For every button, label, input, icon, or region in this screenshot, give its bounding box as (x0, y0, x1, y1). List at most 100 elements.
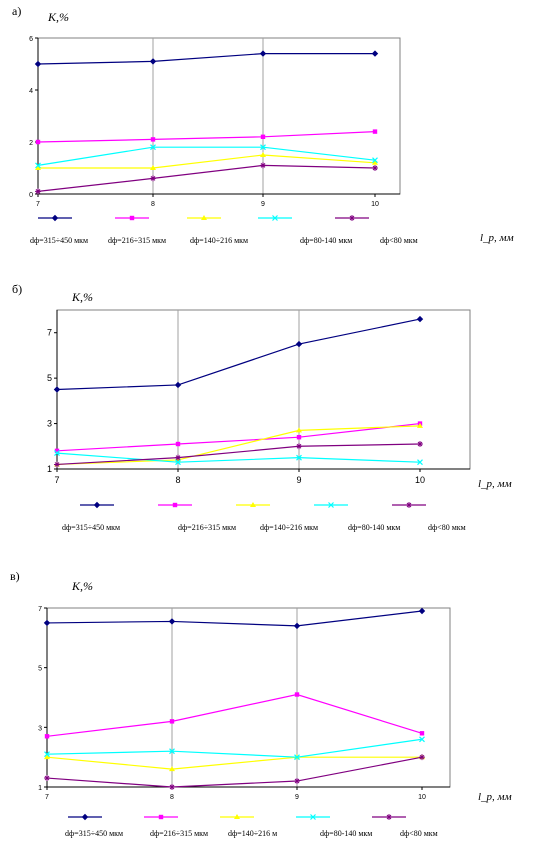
data-point (175, 441, 181, 447)
series-1 (53, 315, 424, 393)
data-point (372, 157, 378, 164)
y-axis-label: K,% (72, 579, 93, 593)
data-point (174, 381, 182, 389)
series-2 (35, 129, 378, 145)
legend-key-marker (310, 814, 316, 820)
x-axis-label: l_p, мм (478, 478, 512, 490)
y-tick-label: 5 (38, 666, 42, 673)
series-4 (44, 736, 425, 761)
series-line (37, 164, 376, 192)
data-point (294, 778, 300, 785)
data-point (35, 162, 41, 169)
legend-label: dф=140÷216 мкм (190, 236, 249, 245)
data-point (417, 422, 423, 428)
x-tick-label: 9 (296, 475, 301, 485)
data-point (260, 162, 266, 169)
y-tick-label: 3 (38, 725, 42, 732)
data-point (372, 159, 378, 165)
data-point (175, 459, 181, 466)
chart-panel-a: а) K,% 0 2 4 6 7 8 9 10 l_p, мм dф=315÷450 мкм d… (0, 0, 545, 280)
legend-label: dф=140÷216 м (228, 829, 278, 838)
series-line (56, 422, 421, 452)
y-axis-label: K,% (72, 290, 93, 304)
series-line (37, 52, 375, 65)
legend-key (236, 502, 270, 507)
x-axis-label: l_p, мм (478, 791, 512, 803)
legend-key (220, 814, 254, 819)
data-point (150, 165, 156, 170)
legend-key (68, 813, 102, 821)
panel-label: а) (12, 4, 22, 18)
chart-a-svg: 0 2 4 6 7 8 9 10 (29, 36, 401, 222)
series-line (46, 738, 423, 758)
legend-key-marker (234, 814, 240, 819)
data-point (260, 134, 266, 139)
legend-label: dф=216÷315 мкм (150, 829, 209, 838)
data-point (43, 619, 51, 627)
data-point (419, 736, 425, 743)
data-point (53, 386, 61, 393)
data-point (54, 450, 60, 457)
legend-key-marker (51, 214, 59, 222)
chart-c-svg: 1 3 5 7 7 8 9 10 (38, 606, 451, 821)
x-tick-label: 7 (45, 794, 49, 801)
series-line (56, 425, 421, 466)
y-tick-label: 1 (47, 464, 52, 474)
y-tick-label: 7 (47, 328, 52, 338)
legend-key-marker (250, 502, 256, 507)
series-line (37, 146, 376, 166)
data-point (260, 152, 266, 157)
data-point (417, 459, 423, 466)
series-2 (44, 692, 425, 739)
series-5 (35, 162, 378, 195)
legend-key (80, 501, 114, 509)
data-point (169, 784, 175, 790)
x-tick-label: 10 (418, 794, 426, 801)
series-line (46, 610, 423, 627)
series-4 (35, 144, 378, 169)
data-point (293, 622, 301, 630)
series-3 (54, 422, 423, 467)
data-point (35, 139, 41, 145)
legend-label: dф<80 мкм (380, 236, 418, 245)
legend-key-marker (349, 215, 355, 221)
data-point (168, 618, 176, 625)
x-tick-label: 7 (36, 201, 40, 208)
x-tick-label: 8 (170, 794, 174, 801)
data-point (35, 188, 41, 195)
x-tick-label: 8 (151, 201, 155, 208)
data-point (418, 607, 426, 615)
legend-key-marker (93, 501, 101, 509)
data-point (44, 734, 50, 739)
data-point (149, 58, 157, 65)
series-4 (54, 450, 423, 466)
data-point (294, 754, 300, 761)
legend-label: dф=140÷216 мкм (260, 523, 319, 532)
data-point (416, 315, 424, 323)
data-point (295, 340, 303, 348)
data-point (371, 50, 379, 57)
y-tick-label: 6 (29, 36, 33, 43)
x-tick-label: 10 (415, 475, 425, 485)
legend-label: dф<80 мкм (400, 829, 438, 838)
series-3 (35, 152, 378, 170)
y-tick-label: 5 (47, 373, 52, 383)
data-point (296, 435, 302, 440)
series-line (46, 693, 423, 737)
legend-key (115, 215, 149, 221)
y-tick-label: 4 (29, 88, 33, 95)
data-point (44, 775, 50, 782)
legend-label: dф=80-140 мкм (320, 829, 373, 838)
legend-label: dф<80 мкм (428, 523, 466, 532)
legend-key-marker (386, 814, 392, 820)
data-point (35, 165, 41, 170)
series-line (56, 318, 421, 391)
panel-label: в) (10, 569, 20, 583)
data-point (169, 766, 175, 772)
legend-label: dф=216÷315 мкм (108, 236, 167, 245)
legend-key-marker (406, 502, 412, 508)
legend-label: dф=80-140 мкм (300, 236, 353, 245)
legend-label: dф=80-140 мкм (348, 523, 401, 532)
data-point (150, 144, 156, 151)
x-tick-label: 7 (54, 475, 59, 485)
